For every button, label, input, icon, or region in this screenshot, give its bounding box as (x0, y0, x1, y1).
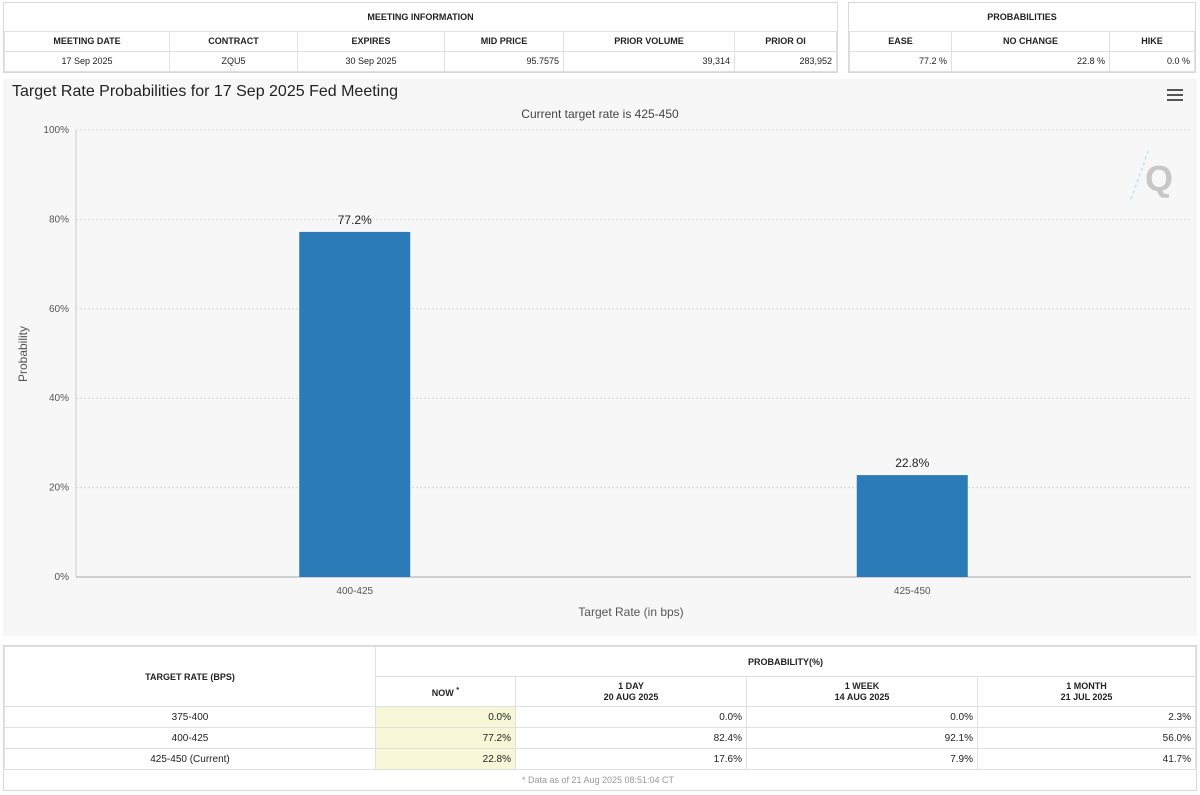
meeting-information-table: MEETING INFORMATION MEETING DATE CONTRAC… (4, 3, 837, 72)
contract-value: ZQU5 (169, 50, 298, 72)
chart-panel: 0% 20% 40% 60% 80% 100% Current target rate is… (3, 79, 1197, 636)
meeting-information-title: MEETING INFORMATION (4, 3, 837, 32)
one-day-cell: 17.6% (515, 748, 747, 770)
header-hike: HIKE (1109, 30, 1195, 52)
bar (299, 231, 411, 577)
meeting-date-value: 17 Sep 2025 (4, 50, 170, 72)
probability-chart: 0% 20% 40% 60% 80% 100% Current target rate is… (16, 107, 1191, 619)
mid-price-value: 95.7575 (444, 50, 564, 72)
header-now-mark: * (456, 685, 460, 694)
header-1-day-label: 1 DAY (618, 680, 644, 691)
y-tick-label: 20% (49, 483, 69, 494)
data-timestamp-footnote: * Data as of 21 Aug 2025 08:51:04 CT (4, 769, 1196, 790)
probabilities-title: PROBABILITIES (849, 3, 1195, 32)
chart-title: Target Rate Probabilities for 17 Sep 202… (12, 83, 399, 100)
prior-volume-value: 39,314 (563, 50, 735, 72)
probability-history-table: TARGET RATE (BPS) PROBABILITY(%) NOW * 1… (4, 646, 1196, 790)
probabilities-panel: PROBABILITIES EASE NO CHANGE HIKE 77.2 %… (848, 2, 1196, 73)
one-month-cell: 2.3% (977, 706, 1196, 728)
header-now: NOW * (375, 676, 516, 707)
header-meeting-date: MEETING DATE (4, 30, 170, 52)
rate-cell: 425-450 (Current) (4, 748, 376, 770)
y-tick-label: 60% (49, 304, 69, 315)
one-week-cell: 92.1% (746, 727, 978, 749)
now-cell: 77.2% (375, 727, 516, 749)
one-day-cell: 0.0% (515, 706, 747, 728)
chart-menu-icon[interactable] (1167, 89, 1183, 101)
y-tick-label: 40% (49, 393, 69, 404)
header-prior-oi: PRIOR OI (734, 30, 837, 52)
y-tick-label: 100% (43, 125, 69, 136)
header-1-month: 1 MONTH 21 JUL 2025 (977, 676, 1196, 707)
x-tick-label: 425-450 (894, 586, 931, 597)
one-day-cell: 82.4% (515, 727, 747, 749)
table-row: 400-425 77.2% 82.4% 92.1% 56.0% (4, 727, 1196, 749)
prior-oi-value: 283,952 (734, 50, 837, 72)
bar (856, 475, 968, 577)
header-1-week-label: 1 WEEK (844, 680, 880, 691)
rate-cell: 400-425 (4, 727, 376, 749)
header-1-day-date: 20 AUG 2025 (603, 691, 659, 702)
now-cell: 22.8% (375, 748, 516, 770)
bar-data-label: 22.8% (895, 456, 929, 470)
table-row: 425-450 (Current) 22.8% 17.6% 7.9% 41.7% (4, 748, 1196, 770)
meeting-information-panel: MEETING INFORMATION MEETING DATE CONTRAC… (3, 2, 838, 73)
one-week-cell: 0.0% (746, 706, 978, 728)
svg-text:Q: Q (1145, 158, 1173, 199)
header-1-month-date: 21 JUL 2025 (1060, 691, 1113, 702)
header-target-rate: TARGET RATE (BPS) (4, 646, 376, 707)
probabilities-table: PROBABILITIES EASE NO CHANGE HIKE 77.2 %… (849, 3, 1195, 72)
x-tick-label: 400-425 (336, 586, 373, 597)
header-1-week: 1 WEEK 14 AUG 2025 (746, 676, 978, 707)
no-change-value: 22.8 % (951, 50, 1110, 72)
hike-value: 0.0 % (1109, 50, 1195, 72)
header-mid-price: MID PRICE (444, 30, 564, 52)
probability-history-panel: TARGET RATE (BPS) PROBABILITY(%) NOW * 1… (3, 645, 1197, 791)
bar-data-label: 77.2% (338, 213, 372, 227)
expires-value: 30 Sep 2025 (297, 50, 445, 72)
y-axis-title: Probability (16, 326, 30, 382)
watermark-logo: Q (1130, 148, 1173, 200)
y-tick-label: 80% (49, 214, 69, 225)
header-1-month-label: 1 MONTH (1066, 680, 1107, 691)
now-cell: 0.0% (375, 706, 516, 728)
one-week-cell: 7.9% (746, 748, 978, 770)
x-axis-title: Target Rate (in bps) (578, 605, 683, 619)
header-expires: EXPIRES (297, 30, 445, 52)
header-probability: PROBABILITY(%) (375, 646, 1196, 677)
one-month-cell: 56.0% (977, 727, 1196, 749)
header-1-week-date: 14 AUG 2025 (834, 691, 890, 702)
chart-subtitle: Current target rate is 425-450 (521, 107, 679, 121)
header-now-label: NOW (431, 688, 454, 698)
header-1-day: 1 DAY 20 AUG 2025 (515, 676, 747, 707)
header-ease: EASE (849, 30, 952, 52)
header-prior-volume: PRIOR VOLUME (563, 30, 735, 52)
ease-value: 77.2 % (849, 50, 952, 72)
y-tick-label: 0% (55, 572, 70, 583)
table-row: 375-400 0.0% 0.0% 0.0% 2.3% (4, 706, 1196, 728)
header-no-change: NO CHANGE (951, 30, 1110, 52)
rate-cell: 375-400 (4, 706, 376, 728)
one-month-cell: 41.7% (977, 748, 1196, 770)
header-contract: CONTRACT (169, 30, 298, 52)
